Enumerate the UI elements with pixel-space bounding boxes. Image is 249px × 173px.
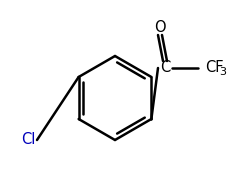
Text: C: C: [160, 61, 170, 75]
Text: 3: 3: [219, 67, 226, 77]
Text: CF: CF: [205, 61, 224, 75]
Text: O: O: [154, 20, 166, 35]
Text: Cl: Cl: [21, 133, 35, 148]
